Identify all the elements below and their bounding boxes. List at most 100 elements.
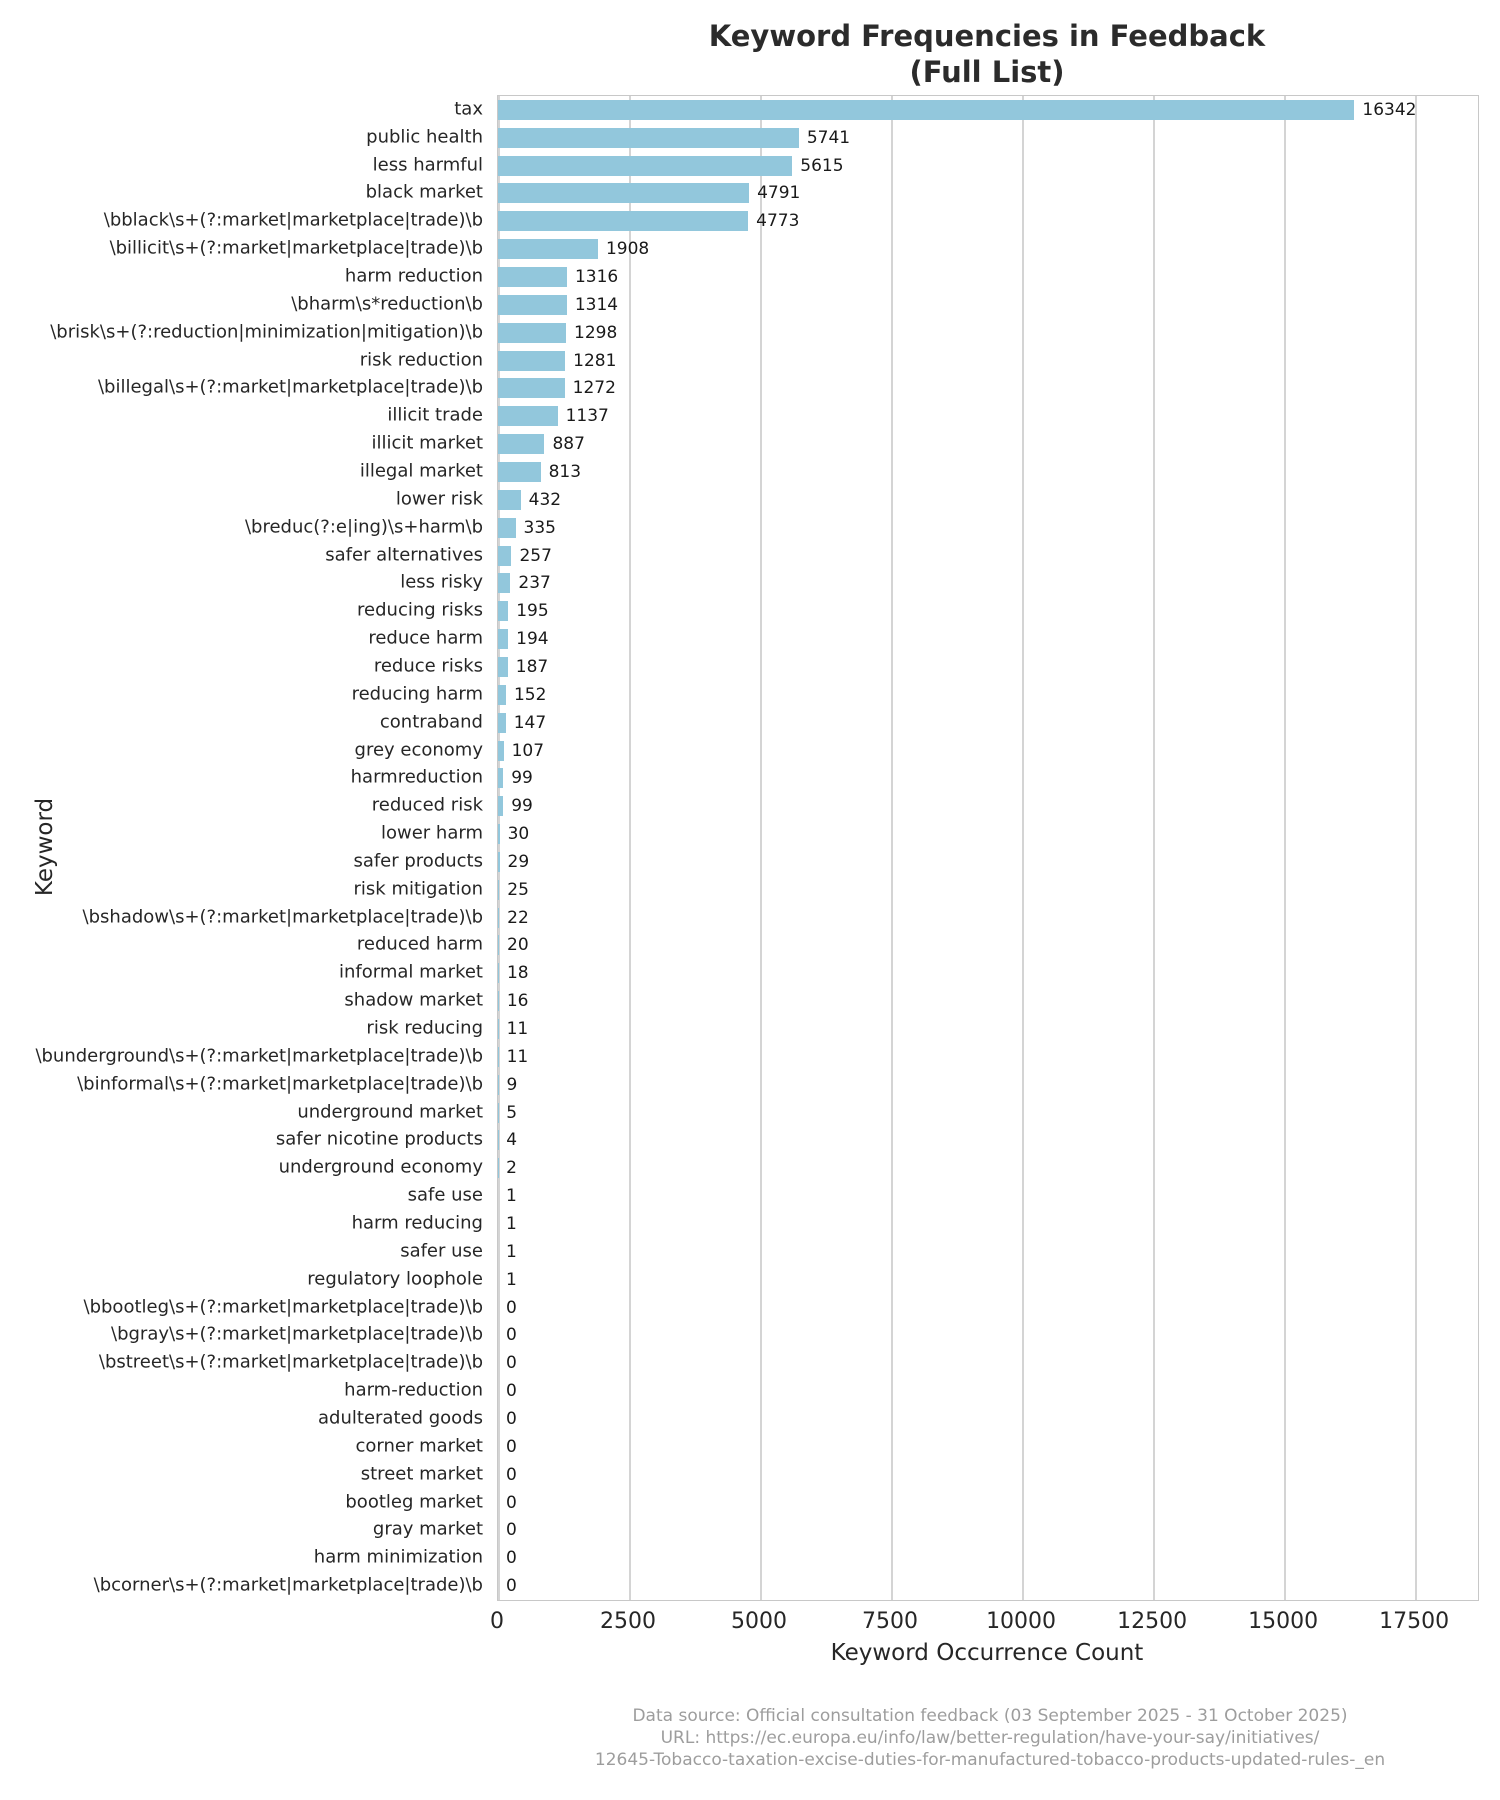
- y-tick-label: adulterated goods: [318, 1407, 483, 1429]
- bar: [498, 768, 504, 789]
- x-tick-label: 10000: [986, 1609, 1057, 1634]
- bar-value-label: 99: [511, 796, 533, 817]
- y-tick-label: grey economy: [354, 739, 483, 761]
- y-tick-label: informal market: [338, 961, 483, 983]
- y-tick-label: less risky: [400, 571, 483, 593]
- y-tick-label: safer use: [400, 1240, 483, 1262]
- bar: [498, 434, 545, 455]
- y-tick-label: \brisk\s+(?:reduction|minimization|mitig…: [50, 321, 483, 343]
- bar-value-label: 1: [506, 1269, 517, 1290]
- y-tick-label: \bshadow\s+(?:market|marketplace|trade)\…: [82, 906, 483, 928]
- bar: [498, 239, 598, 260]
- bar-value-label: 1908: [605, 239, 650, 260]
- bar-value-label: 237: [518, 573, 551, 594]
- y-tick-label: harm reduction: [344, 265, 483, 287]
- gridline-x-15000: [1284, 96, 1286, 1600]
- bar: [498, 907, 500, 928]
- y-tick-label: contraband: [379, 711, 483, 733]
- y-tick-label: \bstreet\s+(?:market|marketplace|trade)\…: [98, 1351, 483, 1373]
- bar-value-label: 22: [507, 907, 529, 928]
- bar: [498, 879, 500, 900]
- y-tick-label: risk reduction: [359, 349, 483, 371]
- y-tick-label: \breduc(?:e|ing)\s+harm\b: [244, 516, 483, 538]
- y-tick-label: public health: [366, 126, 483, 148]
- y-tick-label: harmreduction: [350, 766, 483, 788]
- bar: [498, 963, 499, 984]
- bar: [498, 991, 499, 1012]
- bar: [498, 1019, 499, 1040]
- bar-value-label: 0: [506, 1353, 517, 1374]
- y-tick-label: harm-reduction: [344, 1379, 483, 1401]
- bar-value-label: 0: [506, 1464, 517, 1485]
- plot-area: 16342 5741 5615 4791 4773 1908 1316 1314 1298 128…: [497, 95, 1479, 1601]
- bar-value-label: 29: [507, 851, 530, 872]
- bar-value-label: 1298: [574, 322, 618, 343]
- bar-value-label: 813: [548, 462, 582, 482]
- y-tick-label: risk mitigation: [353, 878, 483, 900]
- chart-title-line2: (Full List): [909, 55, 1065, 89]
- bar-value-label: 0: [506, 1548, 517, 1569]
- bar-value-label: 20: [507, 935, 529, 956]
- x-axis-title: Keyword Occurrence Count: [830, 1640, 1144, 1666]
- bar-value-label: 887: [552, 434, 585, 455]
- bar: [498, 851, 500, 872]
- bar-value-label: 1: [506, 1241, 517, 1262]
- y-tick-label: street market: [360, 1463, 483, 1485]
- y-tick-label: black market: [365, 181, 483, 203]
- bar-value-label: 2: [506, 1158, 517, 1179]
- bar-value-label: 0: [506, 1408, 517, 1429]
- bar-value-label: 0: [506, 1492, 517, 1513]
- bar-value-label: 11: [506, 1019, 529, 1040]
- x-tick-label: 17500: [1379, 1609, 1450, 1634]
- bar-value-label: 152: [513, 684, 547, 705]
- source-note-line3: 12645-Tobacco-taxation-excise-duties-for…: [594, 1750, 1386, 1770]
- source-note-line1: Data source: Official consultation feedb…: [632, 1706, 1348, 1726]
- bar: [498, 155, 793, 176]
- bar: [498, 517, 516, 538]
- bar-value-label: 5: [506, 1102, 518, 1123]
- bar-value-label: 1314: [574, 294, 619, 315]
- y-tick-label: lower harm: [381, 822, 483, 844]
- bar-value-label: 0: [506, 1520, 517, 1541]
- y-tick-label: underground market: [297, 1101, 483, 1123]
- bar: [498, 796, 504, 817]
- y-tick-label: bootleg market: [345, 1491, 483, 1513]
- y-tick-label: regulatory loophole: [307, 1268, 483, 1290]
- bar: [498, 545, 512, 566]
- bar-value-label: 99: [511, 768, 533, 789]
- bar: [498, 573, 511, 594]
- bar-value-label: 194: [516, 629, 549, 650]
- y-tick-label: \bgray\s+(?:market|marketplace|trade)\b: [111, 1323, 483, 1345]
- y-tick-label: \bharm\s*reduction\b: [291, 293, 483, 315]
- source-note-line2: URL: https://ec.europa.eu/info/law/bette…: [660, 1728, 1320, 1748]
- bar-value-label: 432: [528, 489, 562, 510]
- y-tick-label: reduced harm: [356, 933, 483, 955]
- y-tick-label: tax: [454, 98, 483, 120]
- y-tick-label: reducing harm: [351, 683, 483, 705]
- chart-title-line1: Keyword Frequencies in Feedback: [708, 19, 1266, 53]
- bar-value-label: 16: [506, 991, 529, 1012]
- gridline-x-10000: [1022, 96, 1024, 1600]
- bar: [498, 684, 506, 705]
- y-tick-labels: tax public health less harmful black market…: [0, 95, 483, 1599]
- y-tick-label: illicit trade: [387, 404, 483, 426]
- y-tick-label: lower risk: [395, 488, 483, 510]
- y-tick-label: illegal market: [359, 460, 483, 482]
- bar-value-label: 0: [506, 1325, 517, 1346]
- y-tick-label: reducing risks: [357, 599, 483, 621]
- bar-value-label: 0: [506, 1297, 517, 1318]
- gridline-x-7500: [891, 96, 893, 1600]
- bar: [498, 712, 506, 733]
- x-tick-label: 0: [490, 1609, 504, 1634]
- bar-value-label: 0: [506, 1436, 517, 1457]
- y-tick-label: less harmful: [372, 154, 483, 176]
- y-tick-label: safe use: [407, 1184, 483, 1206]
- y-tick-label: corner market: [355, 1435, 483, 1457]
- bar-value-label: 0: [506, 1381, 517, 1402]
- bar: [498, 211, 749, 232]
- bar: [498, 183, 750, 204]
- gridline-x-12500: [1153, 96, 1155, 1600]
- bar: [498, 294, 567, 315]
- x-tick-labels: 0 2500 5000 7500 10000 12500 15000 17500: [490, 1609, 1477, 1635]
- bar-value-label: 18: [506, 963, 529, 984]
